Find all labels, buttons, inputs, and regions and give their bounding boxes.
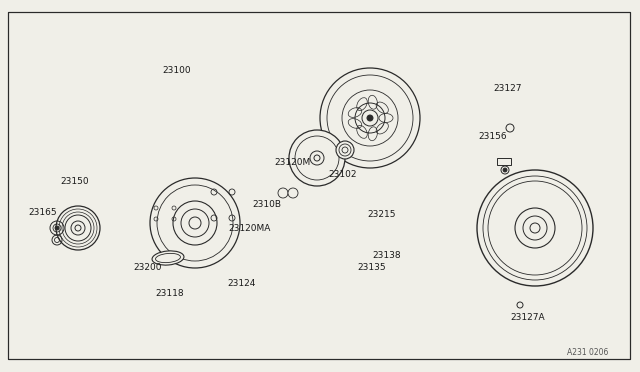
- Polygon shape: [323, 158, 337, 166]
- Text: 23124: 23124: [227, 279, 255, 288]
- Bar: [497, 158, 511, 165]
- Polygon shape: [311, 138, 319, 152]
- Text: 23118: 23118: [155, 289, 184, 298]
- Text: 23127A: 23127A: [510, 312, 545, 321]
- Polygon shape: [150, 204, 180, 220]
- Circle shape: [517, 302, 523, 308]
- Ellipse shape: [152, 251, 184, 265]
- Text: 23100: 23100: [162, 65, 191, 74]
- Polygon shape: [301, 141, 312, 154]
- Circle shape: [503, 168, 507, 172]
- Polygon shape: [22, 62, 272, 335]
- Text: 23138: 23138: [372, 250, 401, 260]
- Polygon shape: [205, 183, 243, 225]
- Text: 23200: 23200: [133, 263, 161, 272]
- Polygon shape: [303, 164, 315, 177]
- Text: 23120M: 23120M: [274, 157, 310, 167]
- Text: 23127: 23127: [493, 83, 522, 93]
- Text: 23102: 23102: [328, 170, 356, 179]
- Circle shape: [336, 141, 354, 159]
- Polygon shape: [297, 150, 311, 158]
- Polygon shape: [319, 139, 331, 152]
- Circle shape: [501, 166, 509, 174]
- Polygon shape: [322, 146, 337, 154]
- Polygon shape: [358, 248, 386, 268]
- Circle shape: [55, 226, 59, 230]
- Text: 2310B: 2310B: [252, 199, 281, 208]
- Text: 23120MA: 23120MA: [228, 224, 270, 232]
- Circle shape: [288, 188, 298, 198]
- Circle shape: [367, 115, 373, 121]
- Polygon shape: [298, 161, 312, 170]
- Text: 23165: 23165: [28, 208, 56, 217]
- Polygon shape: [270, 272, 300, 297]
- Text: 23135: 23135: [357, 263, 386, 273]
- Text: 23156: 23156: [478, 131, 507, 141]
- Circle shape: [289, 130, 345, 186]
- Circle shape: [506, 124, 514, 132]
- Polygon shape: [322, 161, 333, 176]
- Circle shape: [320, 68, 420, 168]
- Text: 23150: 23150: [60, 176, 88, 186]
- Circle shape: [278, 188, 288, 198]
- Circle shape: [477, 170, 593, 286]
- Text: 23215: 23215: [367, 209, 396, 218]
- Text: A231 0206: A231 0206: [566, 348, 608, 357]
- Polygon shape: [278, 185, 298, 201]
- Polygon shape: [272, 97, 617, 345]
- Polygon shape: [315, 164, 323, 178]
